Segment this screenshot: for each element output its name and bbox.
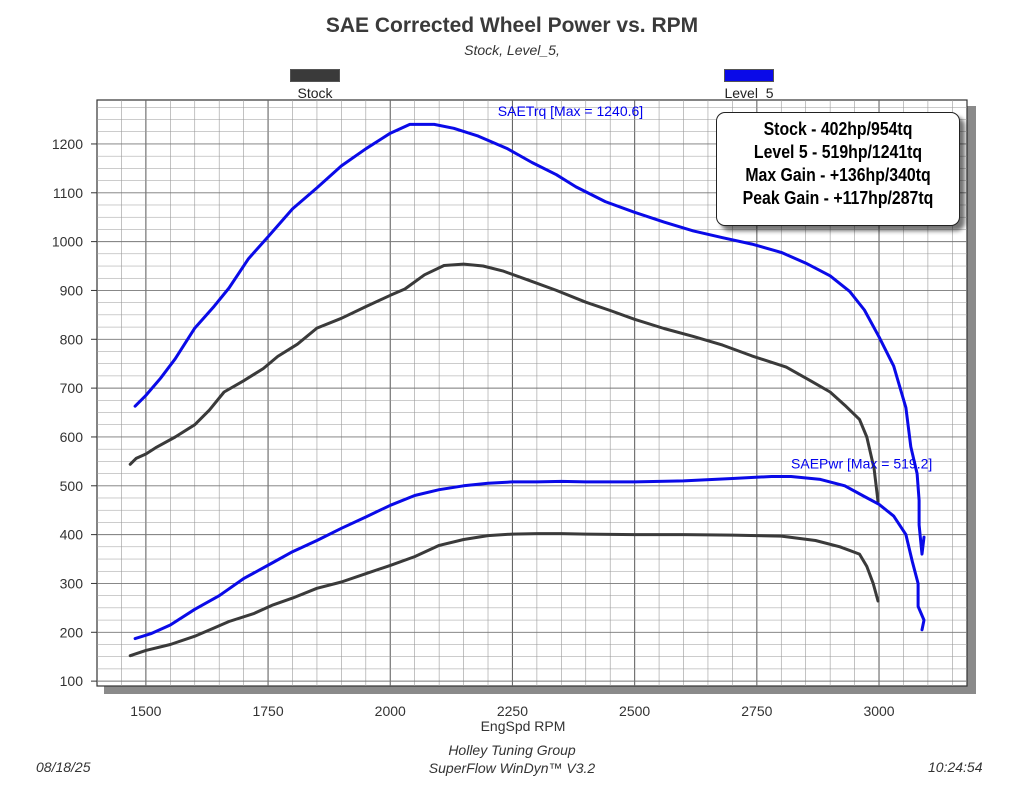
stats-box: Stock - 402hp/954tq Level 5 - 519hp/1241…	[716, 112, 960, 226]
annotations: SAETrq [Max = 1240.6] SAEPwr [Max = 519.2…	[498, 103, 932, 472]
legend-item-level5[interactable]: Level_5	[704, 69, 794, 101]
chart-subtitle: Stock, Level_5,	[464, 42, 560, 58]
x-tick-label: 2750	[741, 703, 772, 719]
chart-title: SAE Corrected Wheel Power vs. RPM	[325, 14, 699, 37]
footer-company: Holley Tuning Group	[448, 742, 576, 758]
y-tick-label: 1200	[52, 136, 83, 152]
legend-swatch-level5	[724, 69, 774, 82]
stats-line-max-gain: Max Gain - +136hp/340tq	[745, 165, 931, 185]
x-tick-label: 3000	[863, 703, 894, 719]
footer-center: Holley Tuning Group SuperFlow WinDyn™ V3…	[0, 741, 1024, 777]
x-axis-label: EngSpd RPM	[481, 718, 566, 734]
y-tick-label: 700	[60, 380, 84, 396]
series-line-level-5-saetrq	[133, 122, 926, 556]
legend-swatch-stock	[290, 69, 340, 82]
axis-ticks: 1500 1750 2000 2250 2500 2750 3000 100 200 300 400…	[52, 136, 895, 719]
y-tick-label: 800	[60, 331, 84, 347]
y-tick-label: 1100	[53, 185, 83, 201]
annotation-torque-max: SAETrq [Max = 1240.6]	[498, 103, 643, 119]
stats-line-peak-gain: Peak Gain - +117hp/287tq	[742, 188, 934, 208]
footer-software: SuperFlow WinDyn™ V3.2	[428, 760, 596, 776]
legend-label-level5: Level_5	[724, 85, 774, 101]
y-tick-label: 600	[60, 429, 84, 445]
y-tick-label: 500	[60, 478, 84, 494]
y-tick-label: 100	[60, 673, 84, 689]
stats-line-level5: Level 5 - 519hp/1241tq	[753, 142, 923, 162]
legend-item-stock[interactable]: Stock	[270, 69, 360, 101]
series-line-stock-saetrq	[128, 262, 880, 503]
x-tick-label: 2250	[497, 703, 528, 719]
x-tick-label: 1750	[252, 703, 283, 719]
legend-label-stock: Stock	[297, 85, 333, 101]
y-tick-label: 200	[60, 624, 84, 640]
y-tick-label: 900	[60, 282, 84, 298]
stats-line-stock: Stock - 402hp/954tq	[763, 119, 913, 139]
footer-date: 08/18/25	[36, 759, 91, 775]
y-tick-label: 1000	[52, 234, 83, 250]
y-tick-label: 300	[60, 575, 84, 591]
x-tick-label: 2500	[619, 703, 650, 719]
footer-time: 10:24:54	[928, 759, 983, 775]
series-line-stock-saepwr	[128, 532, 880, 658]
series-line-level-5-saepwr	[133, 475, 926, 641]
x-tick-label: 1500	[130, 703, 161, 719]
annotation-power-max: SAEPwr [Max = 519.2]	[791, 456, 932, 472]
y-tick-label: 400	[60, 527, 84, 543]
series-lines	[128, 122, 926, 658]
x-tick-label: 2000	[375, 703, 406, 719]
